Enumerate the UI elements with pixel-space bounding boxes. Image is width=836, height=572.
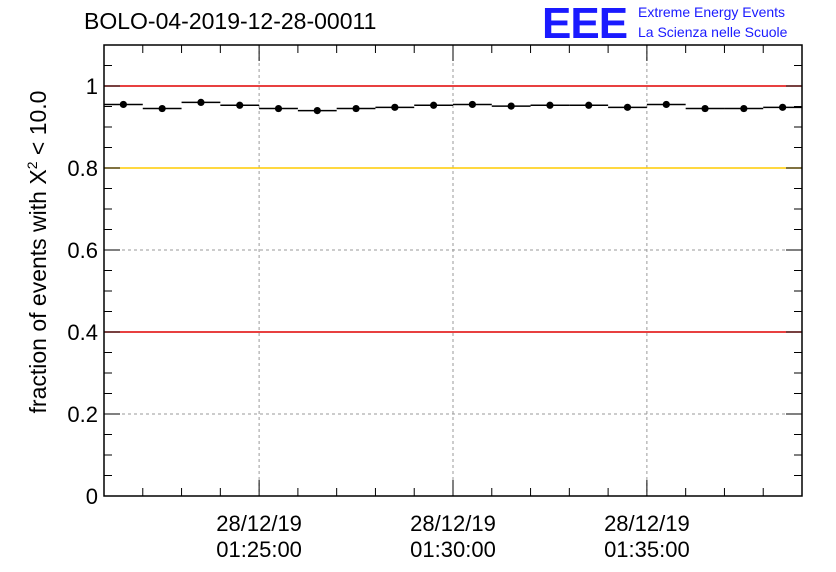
logo-line-2: La Scienza nelle Scuole	[638, 24, 788, 40]
data-point	[430, 101, 438, 109]
data-point	[701, 104, 709, 113]
x-tick-label-date: 28/12/19	[604, 511, 690, 536]
y-tick-label: 0.2	[67, 402, 98, 427]
y-label-prefix: fraction of events with	[24, 184, 51, 414]
y-label-sup: 2	[24, 161, 41, 170]
data-point	[779, 103, 787, 111]
data-point	[546, 101, 554, 109]
data-point	[313, 107, 321, 115]
data-point	[623, 103, 632, 111]
y-tick-label: 0.6	[67, 238, 98, 263]
reference-lines	[104, 85, 802, 333]
data-point	[585, 101, 593, 109]
data-point	[391, 103, 399, 111]
data-series	[104, 98, 802, 115]
y-tick-label: 0.8	[67, 156, 98, 181]
data-point	[468, 100, 476, 109]
eee-logo: EEE	[542, 0, 628, 48]
y-tick-label: 0.4	[67, 320, 98, 345]
y-tick-label: 0	[86, 484, 98, 509]
data-point	[507, 102, 515, 110]
data-point	[236, 101, 244, 109]
logo-line-1: Extreme Energy Events	[638, 4, 786, 20]
data-point	[662, 100, 670, 109]
x-tick-label-time: 01:30:00	[410, 537, 496, 562]
x-tick-label-date: 28/12/19	[410, 511, 496, 536]
grid-lines	[104, 45, 802, 496]
y-label-symbol: X	[24, 169, 51, 185]
axis-ticks	[103, 44, 803, 497]
y-tick-label: 1	[86, 74, 98, 99]
data-point	[352, 104, 360, 113]
data-point	[158, 104, 166, 113]
x-tick-label-date: 28/12/19	[216, 511, 302, 536]
chart-title: BOLO-04-2019-12-28-00011	[84, 8, 377, 34]
y-label-suffix: < 10.0	[24, 90, 51, 162]
data-point	[197, 98, 205, 106]
data-point	[119, 100, 127, 109]
x-tick-label-time: 01:25:00	[216, 537, 302, 562]
x-tick-label-time: 01:35:00	[604, 537, 690, 562]
tick-labels: 00.20.40.60.8128/12/1901:25:0028/12/1901…	[67, 74, 689, 562]
data-point	[740, 104, 748, 113]
data-point	[274, 104, 283, 113]
